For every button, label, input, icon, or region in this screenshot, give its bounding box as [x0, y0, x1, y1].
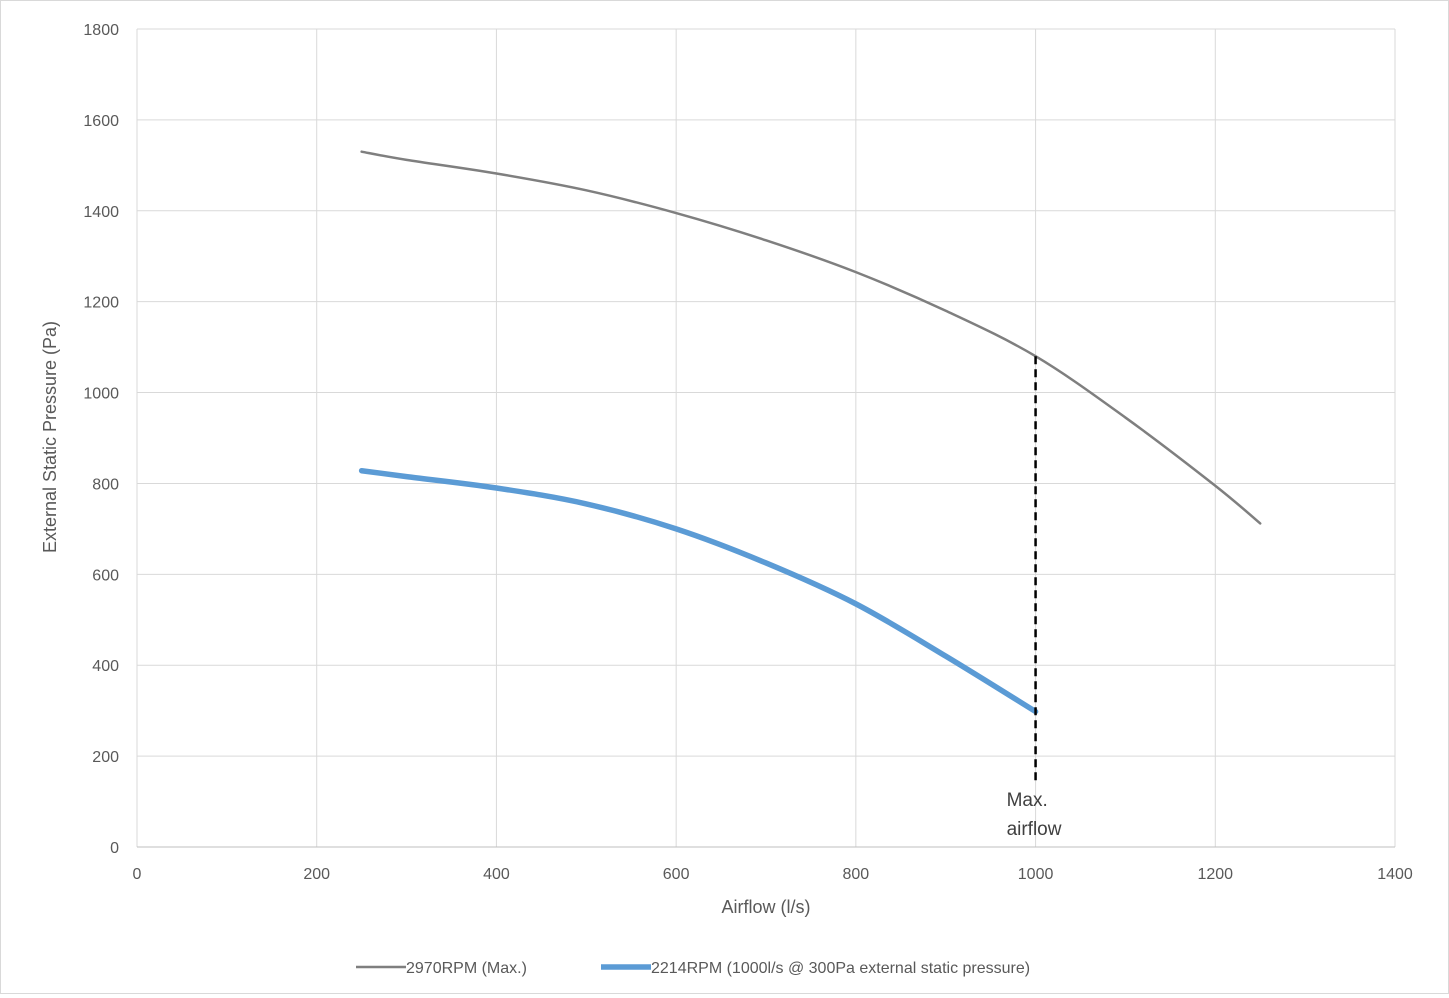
legend-label-series-2: 2214RPM (1000l/s @ 300Pa external static… [651, 960, 1030, 977]
legend-label-series-1: 2970RPM (Max.) [406, 960, 527, 977]
tick-labels: 0 200 400 600 800 1000 1200 1400 1600 1800 0 200 400… [83, 22, 1412, 883]
series-lines [358, 150, 1262, 715]
x-axis-title: Airflow (l/s) [722, 897, 811, 917]
x-tick-label: 1200 [1197, 866, 1233, 883]
y-tick-label: 400 [92, 658, 119, 675]
legend-item-series-1: 2970RPM (Max.) [356, 960, 527, 977]
y-tick-label: 0 [110, 840, 119, 857]
series-line-2 [358, 467, 1039, 715]
series-line-1 [360, 150, 1262, 525]
legend: 2970RPM (Max.) 2214RPM (1000l/s @ 300Pa … [356, 960, 1030, 977]
gridlines [136, 28, 1396, 847]
y-tick-label: 600 [92, 567, 119, 584]
annotation-label-line2: airflow [1007, 819, 1062, 840]
x-tick-label: 400 [483, 866, 510, 883]
x-tick-label: 200 [303, 866, 330, 883]
x-tick-label: 800 [843, 866, 870, 883]
y-tick-label: 800 [92, 476, 119, 493]
annotation: Max. airflow [1007, 356, 1062, 840]
annotation-label-line1: Max. [1007, 790, 1048, 811]
x-tick-label: 1000 [1018, 866, 1054, 883]
legend-item-series-2: 2214RPM (1000l/s @ 300Pa external static… [601, 960, 1030, 977]
y-axis-title: External Static Pressure (Pa) [40, 321, 60, 553]
y-tick-label: 1400 [83, 204, 119, 221]
y-tick-label: 1000 [83, 386, 119, 403]
x-tick-label: 0 [133, 866, 142, 883]
y-tick-label: 1200 [83, 295, 119, 312]
x-tick-label: 600 [663, 866, 690, 883]
x-tick-label: 1400 [1377, 866, 1413, 883]
y-tick-label: 200 [92, 749, 119, 766]
y-tick-label: 1800 [83, 22, 119, 39]
y-tick-label: 1600 [83, 113, 119, 130]
